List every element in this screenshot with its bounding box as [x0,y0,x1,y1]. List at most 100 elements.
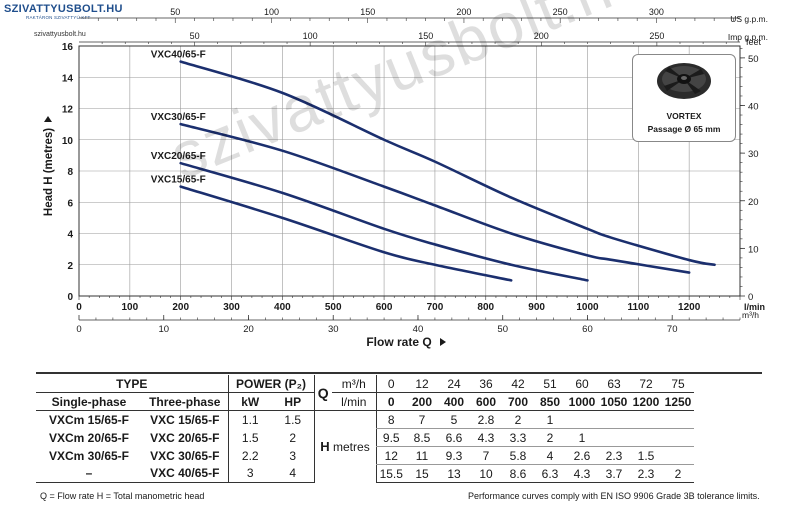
h-cell: 9.5 [375,428,406,447]
y-tick-label: 2 [67,261,73,272]
x-tick-label: 300 [223,302,240,313]
feet-tick-label: 20 [748,197,759,208]
feet-tick-label: 50 [748,54,759,65]
h-cell: 11 [406,446,438,465]
x-tick-label: 1100 [627,302,649,313]
imp-gpm-tick-label: 150 [418,31,433,41]
q-m3h-cell: 36 [470,375,502,393]
three-phase-cell: VXC 20/65-F [150,430,220,445]
x-tick-label: 400 [274,302,291,313]
plot-frame [78,45,741,297]
h-cell: 15.5 [375,464,406,483]
h-cell: 2.6 [566,446,598,465]
single-phase-cell: VXCm 30/65-F [48,448,130,463]
h-cell [630,410,662,429]
q-lmin-cell: 1250 [662,392,694,411]
imp-gpm-tick-label: 100 [303,31,318,41]
us-gpm-tick-label: 50 [170,7,180,17]
h-cell: 5.8 [502,446,534,465]
logo: SZIVATTYUSBOLT.HU RAKTÁRON SZIVATTYÚ KFT [4,3,123,20]
h-cell: 2 [534,428,566,447]
q-m3h-cell: 63 [598,375,630,393]
feet-tick-label: 0 [748,292,753,303]
y-tick-label: 8 [67,167,73,178]
y-tick-label: 12 [62,105,74,116]
m3h-tick-label: 40 [413,324,424,335]
q-unit-m3h: m³/h [332,375,376,393]
h-cell: 12 [375,446,406,465]
performance-table: TYPE POWER (P₂) Q m³/h 0 12 24 36 42 51 … [36,375,694,483]
h-cell: 8 [375,410,406,429]
q-lmin-cell: 0 [375,392,406,411]
m3h-tick-label: 60 [582,324,593,335]
hp-cell: 2 [289,430,297,445]
h-cell: 2 [662,464,694,483]
m3h-tick-label: 70 [667,324,678,335]
us-gpm-tick-label: 200 [456,7,471,17]
feet-tick-label: 30 [748,149,759,160]
series-label-vxc20-65-f: VXC20/65-F [151,151,206,162]
q-unit-lmin: l/min [332,392,376,411]
single-phase-cell: – [36,464,142,483]
imp-gpm-tick-label: 200 [534,31,549,41]
h-cell: 1 [534,410,566,429]
h-cell: 10 [470,464,502,483]
h-cell: 4.3 [566,464,598,483]
q-lmin-cell: 600 [470,392,502,411]
x-axis-arrow [440,338,446,346]
h-cell: 13 [438,464,470,483]
q-lmin-cell: 400 [438,392,470,411]
imp-gpm-unit: Imp g.p.m. [728,32,768,42]
q-m3h-cell: 75 [662,375,694,393]
q-m3h-cell: 12 [406,375,438,393]
h-cell: 7 [406,410,438,429]
y-tick-label: 16 [62,42,74,53]
hp-header: HP [272,392,314,411]
h-cell [662,446,694,465]
curve-vxc15-65-f [179,185,513,282]
single-phase-cell: VXCm 15/65-F [48,412,130,427]
h-cell: 8.6 [502,464,534,483]
x-tick-label: 100 [122,302,139,313]
h-metres-label: H metres [313,410,376,483]
curve-vxc40-65-f [179,60,716,267]
h-cell: 2 [502,410,534,429]
hp-cell: 1.5 [284,412,302,427]
h-cell: 6.6 [438,428,470,447]
series-curves: VXC15/65-F VXC20/65-F VXC30/65-F VXC40/65-F [151,50,716,282]
imp-gpm-tick-label: 50 [190,31,200,41]
q-m3h-cell: 42 [502,375,534,393]
h-cell: 3.7 [598,464,630,483]
q-lmin-cell: 200 [406,392,438,411]
kw-cell: 1.1 [227,410,272,429]
kw-header: kW [227,392,272,411]
hp-cell: 4 [272,464,314,483]
vortex-passage: Passage Ø 65 mm [647,124,721,134]
m3h-tick-label: 50 [497,324,508,335]
q-m3h-cell: 72 [630,375,662,393]
h-cell: 4 [534,446,566,465]
y-axis-label: Head H (metres) [43,128,55,216]
single-phase-header: Single-phase [36,392,142,411]
h-cell [598,410,630,429]
us-gpm-tick-label: 250 [553,7,568,17]
y-tick-label: 14 [62,73,74,84]
h-cell: 7 [470,446,502,465]
table-row: VXCm 15/65-F VXC 15/65-F 1.1 1.5 H metre… [36,410,694,483]
table-top-rule [36,372,762,374]
h-cell [598,428,630,447]
h-cell: 1.5 [630,446,662,465]
hp-cell: 3 [289,448,297,463]
table-row: – VXC 40/65-F 3 4 15.5 15 13 10 8.6 6.3 … [36,464,694,483]
q-label: Q [313,375,332,411]
h-unit: metres [333,440,370,455]
h-cell: 5 [438,410,470,429]
x-tick-label: 200 [172,302,189,313]
curve-vxc30-65-f [179,122,691,274]
type-header: TYPE [36,375,228,393]
curve-vxc20-65-f [179,161,589,282]
x-tick-label: 500 [325,302,342,313]
kw-cell: 3 [227,464,272,483]
h-cell: 2.8 [470,410,502,429]
